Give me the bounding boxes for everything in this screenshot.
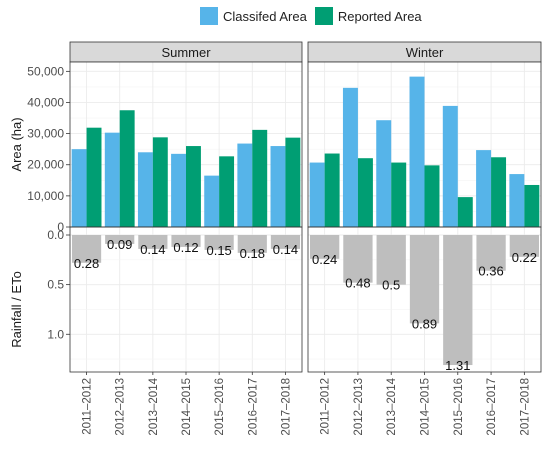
bar-reported-summer-4 bbox=[219, 156, 235, 227]
bar-classified-summer-0 bbox=[71, 149, 87, 227]
facet-label-summer: Summer bbox=[161, 45, 211, 60]
y-tick-label-area-3: 30,000 bbox=[27, 127, 64, 141]
x-tick-label-winter-1: 2012–2013 bbox=[353, 378, 365, 436]
rain-value-label-summer-1: 0.09 bbox=[107, 237, 132, 252]
legend-item-reported: Reported Area bbox=[314, 7, 422, 25]
rain-bar-winter-5 bbox=[476, 235, 506, 271]
x-tick-label-summer-3: 2014–2015 bbox=[181, 378, 193, 436]
x-tick-label-summer-0: 2011–2012 bbox=[82, 378, 94, 435]
bar-reported-summer-0 bbox=[86, 127, 102, 227]
bar-classified-summer-3 bbox=[171, 153, 186, 227]
y-tick-label-area-1: 10,000 bbox=[27, 189, 64, 203]
rain-value-label-summer-3: 0.12 bbox=[173, 240, 198, 255]
rain-bar-winter-4 bbox=[443, 235, 473, 366]
bar-classified-winter-6 bbox=[509, 174, 525, 227]
rain-value-label-winter-0: 0.24 bbox=[312, 252, 337, 267]
y-tick-label-rain-1: 0.5 bbox=[47, 278, 64, 292]
bar-reported-summer-6 bbox=[285, 137, 301, 227]
bar-classified-winter-4 bbox=[442, 105, 458, 227]
bar-classified-summer-2 bbox=[137, 152, 153, 227]
legend-item-classified: Classifed Area bbox=[200, 7, 307, 25]
rain-bar-summer-5 bbox=[237, 235, 267, 253]
y-tick-label-rain-2: 1.0 bbox=[47, 327, 64, 341]
legend-swatch-reported bbox=[314, 7, 333, 25]
rain-bar-winter-2 bbox=[376, 235, 406, 285]
x-tick-label-summer-6: 2017–2018 bbox=[280, 378, 292, 436]
rain-value-label-winter-6: 0.22 bbox=[512, 250, 537, 265]
bar-reported-summer-5 bbox=[252, 129, 268, 227]
rain-bar-winter-3 bbox=[409, 235, 440, 324]
bar-reported-summer-3 bbox=[186, 146, 201, 227]
rain-value-label-summer-0: 0.28 bbox=[74, 256, 99, 271]
bar-reported-winter-0 bbox=[324, 153, 340, 227]
y-tick-label-area-2: 20,000 bbox=[27, 158, 64, 172]
bar-reported-summer-1 bbox=[119, 110, 135, 227]
bar-reported-winter-4 bbox=[457, 197, 473, 227]
rain-bar-summer-0 bbox=[71, 235, 102, 263]
legend-label-classified: Classifed Area bbox=[223, 8, 307, 24]
bar-classified-summer-6 bbox=[270, 146, 286, 227]
x-tick-label-summer-4: 2015–2016 bbox=[214, 378, 226, 436]
rain-value-label-winter-4: 1.31 bbox=[445, 358, 470, 373]
rain-value-label-summer-2: 0.14 bbox=[140, 242, 165, 257]
rain-bar-winter-1 bbox=[343, 235, 373, 283]
bar-reported-summer-2 bbox=[152, 137, 168, 227]
bar-classified-winter-0 bbox=[309, 162, 325, 227]
bar-reported-winter-2 bbox=[391, 162, 407, 227]
y-tick-label-area-0: 0 bbox=[57, 220, 64, 234]
y-tick-label-rain-0: 0.0 bbox=[47, 228, 64, 242]
x-tick-label-winter-5: 2016–2017 bbox=[486, 378, 498, 436]
x-tick-label-summer-2: 2013–2014 bbox=[148, 377, 160, 435]
legend-label-reported: Reported Area bbox=[337, 8, 422, 24]
y-axis-title-rainfall: Rainfall / ETo bbox=[9, 271, 24, 348]
bar-classified-winter-3 bbox=[409, 76, 425, 227]
x-tick-label-winter-3: 2014–2015 bbox=[420, 378, 432, 436]
bar-classified-winter-5 bbox=[476, 150, 492, 227]
bar-reported-winter-6 bbox=[524, 184, 540, 227]
x-tick-label-winter-0: 2011–2012 bbox=[320, 378, 332, 435]
bar-classified-summer-5 bbox=[237, 143, 253, 227]
x-tick-label-summer-5: 2016–2017 bbox=[247, 378, 259, 436]
rain-bar-summer-3 bbox=[171, 235, 201, 247]
x-tick-label-winter-2: 2013–2014 bbox=[386, 377, 398, 435]
rain-bar-summer-2 bbox=[138, 235, 168, 249]
rain-bar-summer-1 bbox=[105, 235, 135, 244]
rain-value-label-winter-2: 0.5 bbox=[382, 278, 400, 293]
legend-swatch-classified bbox=[200, 7, 218, 25]
bar-classified-winter-2 bbox=[376, 120, 392, 227]
rain-value-label-summer-6: 0.14 bbox=[273, 242, 298, 257]
y-axis-title-area: Area (ha) bbox=[9, 117, 24, 171]
rain-bar-summer-4 bbox=[204, 235, 234, 250]
rain-value-label-winter-1: 0.48 bbox=[345, 276, 370, 291]
rain-value-label-summer-4: 0.15 bbox=[206, 243, 231, 258]
rain-bar-winter-6 bbox=[509, 235, 540, 257]
rain-bar-summer-6 bbox=[270, 235, 301, 249]
facet-label-winter: Winter bbox=[406, 45, 444, 60]
legend: Classifed Area Reported Area bbox=[200, 6, 422, 26]
bar-reported-winter-1 bbox=[357, 158, 373, 227]
x-tick-label-summer-1: 2012–2013 bbox=[115, 378, 127, 436]
bar-reported-winter-5 bbox=[491, 157, 507, 227]
x-tick-label-winter-4: 2015–2016 bbox=[453, 378, 465, 436]
bar-classified-winter-1 bbox=[342, 87, 358, 227]
x-tick-label-winter-6: 2017–2018 bbox=[519, 378, 531, 436]
bar-reported-winter-3 bbox=[424, 165, 440, 227]
bar-classified-summer-4 bbox=[204, 175, 220, 227]
y-tick-label-area-4: 40,000 bbox=[27, 95, 64, 109]
bar-classified-summer-1 bbox=[104, 132, 120, 227]
rain-value-label-winter-5: 0.36 bbox=[478, 264, 503, 279]
y-tick-label-area-5: 50,000 bbox=[27, 64, 64, 78]
rain-bar-winter-0 bbox=[309, 235, 340, 259]
rain-value-label-summer-5: 0.18 bbox=[240, 246, 265, 261]
rain-value-label-winter-3: 0.89 bbox=[412, 316, 437, 331]
